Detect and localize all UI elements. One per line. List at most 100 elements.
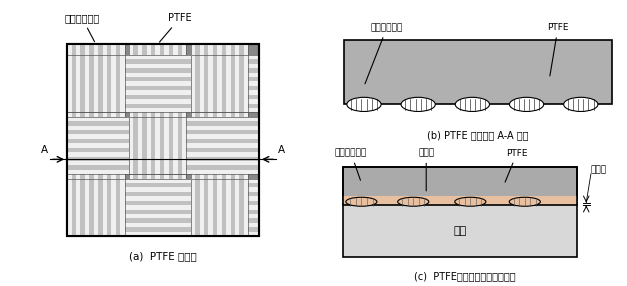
Bar bbox=[120, 55, 125, 112]
Bar bbox=[191, 55, 248, 112]
Bar bbox=[129, 117, 186, 174]
Bar bbox=[112, 44, 116, 236]
Bar bbox=[182, 117, 186, 174]
Bar bbox=[85, 44, 89, 236]
Bar bbox=[67, 108, 259, 112]
Bar bbox=[138, 44, 142, 236]
Bar bbox=[199, 44, 204, 236]
Bar bbox=[244, 44, 248, 236]
Bar bbox=[67, 143, 259, 148]
Bar bbox=[208, 55, 213, 112]
Bar bbox=[191, 178, 248, 236]
Bar bbox=[67, 44, 125, 236]
Bar bbox=[67, 55, 125, 112]
Bar bbox=[199, 55, 204, 112]
Bar bbox=[191, 44, 248, 236]
Bar bbox=[218, 55, 222, 112]
Bar bbox=[67, 178, 259, 236]
Bar bbox=[67, 44, 71, 236]
Text: (b) PTFE 成形体の A-A 断面: (b) PTFE 成形体の A-A 断面 bbox=[428, 130, 529, 140]
Bar bbox=[343, 203, 577, 257]
Text: PTFE: PTFE bbox=[547, 23, 569, 76]
Bar bbox=[235, 55, 240, 112]
Bar bbox=[208, 44, 213, 236]
Text: PTFE: PTFE bbox=[159, 13, 192, 42]
Ellipse shape bbox=[346, 197, 377, 206]
Bar bbox=[226, 55, 231, 112]
Bar bbox=[67, 196, 259, 201]
Bar bbox=[67, 55, 259, 112]
Bar bbox=[93, 55, 98, 112]
Bar bbox=[191, 178, 195, 236]
Bar bbox=[67, 44, 259, 236]
Bar bbox=[120, 178, 125, 236]
Bar bbox=[129, 44, 186, 236]
Bar bbox=[67, 44, 259, 236]
Bar bbox=[67, 55, 259, 59]
Bar bbox=[67, 178, 259, 236]
Bar bbox=[67, 134, 259, 139]
Bar bbox=[208, 178, 213, 236]
Bar bbox=[191, 55, 195, 112]
Bar bbox=[191, 44, 195, 236]
Bar bbox=[67, 82, 259, 86]
Bar bbox=[226, 44, 231, 236]
Bar bbox=[344, 40, 612, 104]
Bar bbox=[129, 117, 134, 174]
Bar bbox=[67, 152, 259, 156]
Bar bbox=[67, 117, 259, 121]
Bar bbox=[343, 167, 577, 205]
Text: ガラス繊維束: ガラス繊維束 bbox=[65, 13, 100, 42]
Bar bbox=[112, 178, 116, 236]
Bar bbox=[67, 90, 259, 95]
Bar bbox=[147, 44, 151, 236]
Bar bbox=[67, 178, 71, 236]
Bar bbox=[164, 117, 169, 174]
Bar bbox=[173, 117, 177, 174]
Bar bbox=[235, 178, 240, 236]
Text: PTFE: PTFE bbox=[505, 149, 528, 182]
Bar bbox=[67, 178, 125, 236]
Text: (a)  PTFE 成形体: (a) PTFE 成形体 bbox=[129, 251, 197, 261]
Bar bbox=[218, 178, 222, 236]
Bar bbox=[85, 178, 89, 236]
Ellipse shape bbox=[564, 97, 598, 112]
Ellipse shape bbox=[401, 97, 435, 112]
Bar bbox=[85, 55, 89, 112]
Text: 接着剤: 接着剤 bbox=[418, 149, 435, 191]
Bar bbox=[76, 178, 80, 236]
Bar bbox=[199, 178, 204, 236]
Bar bbox=[67, 55, 71, 112]
Bar bbox=[67, 126, 259, 130]
Bar bbox=[76, 55, 80, 112]
Bar bbox=[67, 223, 259, 227]
Bar bbox=[218, 44, 222, 236]
Text: (c)  PTFEと台金の接着体の断面: (c) PTFEと台金の接着体の断面 bbox=[414, 271, 516, 281]
Text: 接着層: 接着層 bbox=[591, 166, 607, 175]
Ellipse shape bbox=[455, 97, 490, 112]
Bar bbox=[76, 44, 80, 236]
Text: A: A bbox=[41, 145, 48, 155]
Bar bbox=[155, 44, 160, 236]
Bar bbox=[67, 170, 259, 174]
Bar bbox=[67, 117, 259, 174]
Bar bbox=[67, 205, 259, 210]
Bar bbox=[67, 99, 259, 104]
Bar bbox=[129, 44, 186, 236]
Bar bbox=[67, 44, 125, 236]
Ellipse shape bbox=[347, 97, 381, 112]
Bar bbox=[191, 55, 248, 112]
Bar bbox=[67, 178, 259, 183]
Bar bbox=[226, 178, 231, 236]
Bar bbox=[93, 178, 98, 236]
Bar bbox=[343, 196, 577, 205]
Bar bbox=[102, 178, 107, 236]
Bar bbox=[244, 178, 248, 236]
Bar bbox=[164, 44, 169, 236]
Bar bbox=[67, 55, 125, 112]
Text: ガラス繊維束: ガラス繊維束 bbox=[365, 23, 403, 84]
Bar bbox=[67, 187, 259, 192]
Text: 台金: 台金 bbox=[453, 227, 466, 237]
Bar bbox=[67, 55, 259, 112]
Bar bbox=[235, 44, 240, 236]
